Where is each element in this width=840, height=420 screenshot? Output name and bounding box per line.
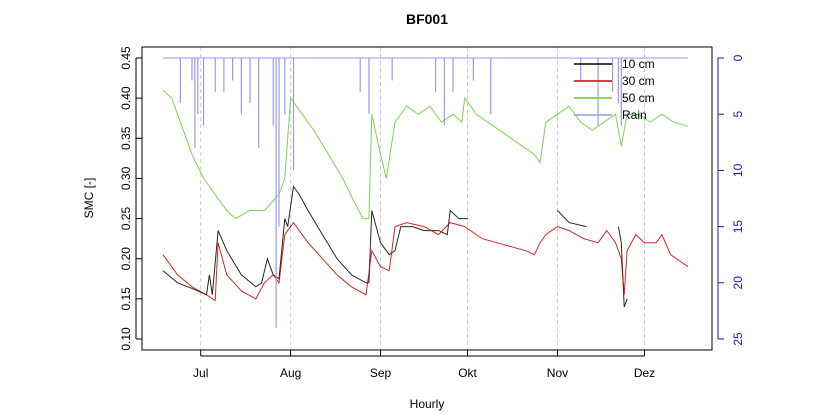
legend-label: 50 cm <box>622 91 655 105</box>
legend-label: 10 cm <box>622 57 655 71</box>
x-tick-label: Sep <box>370 366 392 380</box>
y-tick-label: 0.40 <box>119 86 133 110</box>
series-line-10cm <box>557 210 587 228</box>
y-tick-label: 0.15 <box>119 287 133 311</box>
chart-title: BF001 <box>406 11 448 27</box>
y2-tick-label: 5 <box>731 111 745 118</box>
series-layer <box>162 57 689 328</box>
legend: 10 cm 30 cm 50 cm Rain <box>574 57 655 122</box>
y2-tick-label: 0 <box>731 54 745 61</box>
grid <box>200 47 645 350</box>
x-tick-label: Aug <box>280 366 301 380</box>
legend-label: 30 cm <box>622 74 655 88</box>
x-tick-label: Okt <box>458 366 477 380</box>
axes: Jul Aug Sep Okt Nov Dez 0.10 0.15 0.20 0.25 0.30 0.… <box>119 46 745 380</box>
y2-tick-label: 25 <box>731 332 745 346</box>
y2-tick-label: 20 <box>731 276 745 290</box>
y-axis-label: SMC [-] <box>82 178 96 219</box>
plot-frame <box>141 46 713 351</box>
legend-label: Rain <box>622 108 647 122</box>
y-tick-label: 0.25 <box>119 207 133 231</box>
y2-tick-label: 15 <box>731 220 745 234</box>
series-line-10cm <box>162 185 468 296</box>
x-tick-label: Jul <box>193 366 208 380</box>
y-tick-label: 0.35 <box>119 126 133 150</box>
x-axis-label: Hourly <box>410 397 445 411</box>
y-tick-label: 0.10 <box>119 327 133 351</box>
x-tick-label: Nov <box>547 366 568 380</box>
x-tick-label: Dez <box>634 366 655 380</box>
y-tick-label: 0.30 <box>119 166 133 190</box>
y2-tick-label: 10 <box>731 163 745 177</box>
y-tick-label: 0.20 <box>119 247 133 271</box>
series-line-50cm <box>162 89 689 220</box>
y-tick-label: 0.45 <box>119 46 133 70</box>
series-line-30cm <box>162 221 689 302</box>
